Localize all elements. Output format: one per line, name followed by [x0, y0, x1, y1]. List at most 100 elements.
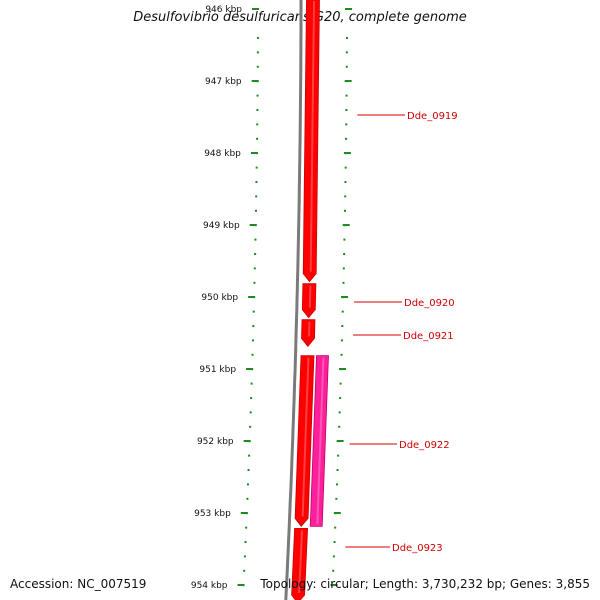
major-tick: [251, 80, 259, 82]
minor-tick: [335, 483, 338, 486]
gene-arrow-dde_0920: [301, 283, 317, 319]
minor-tick: [345, 109, 348, 111]
gene-arrow-dde_0922: [294, 355, 315, 528]
minor-tick: [333, 541, 336, 543]
minor-tick: [256, 123, 259, 126]
outer-minor-ticks: [331, 37, 348, 587]
minor-tick: [251, 353, 254, 356]
gene-arrow-dde_0919: [302, 0, 320, 283]
minor-tick: [336, 469, 339, 471]
minor-tick: [338, 411, 341, 414]
minor-tick: [345, 51, 348, 54]
minor-tick: [332, 555, 335, 558]
minor-tick: [251, 339, 254, 342]
minor-tick: [246, 483, 249, 486]
minor-tick: [342, 267, 345, 270]
minor-tick: [345, 123, 348, 126]
minor-tick: [340, 353, 343, 356]
tick-label: 947 kbp: [205, 77, 242, 87]
minor-tick: [249, 425, 252, 428]
minor-tick: [243, 555, 246, 558]
minor-tick: [345, 65, 348, 68]
major-tick: [248, 296, 256, 298]
minor-tick: [341, 310, 344, 313]
tick-label: 954 kbp: [191, 581, 228, 591]
minor-tick: [254, 209, 257, 212]
minor-tick: [249, 411, 252, 414]
major-tick: [250, 152, 258, 154]
tick-label: 952 kbp: [197, 437, 234, 447]
major-tick: [240, 512, 248, 514]
topology-text: Topology: circular; Length: 3,730,232 bp…: [260, 577, 590, 591]
minor-tick: [256, 137, 259, 140]
tick-label: 949 kbp: [203, 221, 240, 231]
minor-tick: [344, 181, 347, 183]
minor-tick: [343, 238, 346, 241]
minor-tick: [255, 181, 258, 183]
backbone-arc: [284, 0, 303, 600]
minor-tick: [256, 94, 259, 97]
minor-tick: [250, 382, 253, 385]
gene-sheen: [301, 357, 310, 517]
tick-label: 951 kbp: [199, 365, 236, 375]
gene-arrow-dde_0923: [291, 528, 309, 600]
major-ticks: 946 kbp 947 kbp 948 kbp 949 kbp 950 kbp 951 k…: [191, 5, 353, 591]
minor-tick: [256, 109, 259, 111]
gene-label-layer: Dde_0919 Dde_0920 Dde_0921 Dde_0922 Dde_0923: [345, 111, 458, 554]
minor-tick: [339, 397, 342, 399]
minor-tick: [334, 526, 337, 529]
gene-label-dde_0922: Dde_0922: [399, 440, 450, 451]
minor-tick: [345, 94, 348, 97]
minor-tick: [252, 325, 255, 327]
minor-tick: [256, 51, 259, 54]
gene-sheen: [309, 0, 316, 272]
minor-tick: [344, 166, 347, 169]
tick-label: 948 kbp: [204, 149, 241, 159]
major-tick: [246, 368, 254, 370]
tick-label: 950 kbp: [201, 293, 238, 303]
outer-major-tick: [339, 368, 347, 370]
minor-tick: [345, 37, 348, 39]
gene-sheen: [308, 285, 312, 308]
minor-tick: [244, 541, 247, 543]
minor-tick: [247, 469, 250, 471]
major-tick: [243, 440, 251, 442]
outer-major-tick: [341, 296, 349, 298]
minor-tick: [332, 569, 335, 572]
minor-tick: [254, 238, 257, 241]
minor-tick: [340, 339, 343, 342]
minor-tick: [345, 137, 348, 140]
major-tick: [237, 584, 245, 586]
minor-tick: [256, 37, 259, 39]
minor-tick: [254, 253, 257, 255]
minor-tick: [248, 454, 251, 457]
minor-tick: [342, 281, 345, 284]
minor-tick: [256, 65, 259, 68]
minor-tick: [337, 454, 340, 457]
outer-major-tick: [342, 224, 350, 226]
minor-tick: [343, 209, 346, 212]
minor-tick: [344, 195, 347, 198]
minor-tick: [343, 253, 346, 255]
major-tick: [252, 8, 260, 10]
inner-minor-ticks: [242, 37, 259, 587]
outer-major-tick: [344, 80, 352, 82]
outer-major-tick: [330, 584, 338, 586]
gene-label-dde_0923: Dde_0923: [392, 543, 443, 554]
minor-tick: [339, 382, 342, 385]
minor-tick: [243, 569, 246, 572]
gene-sheen: [316, 357, 325, 525]
minor-tick: [255, 195, 258, 198]
minor-tick: [341, 325, 344, 327]
gene-label-dde_0919: Dde_0919: [407, 111, 458, 122]
outer-major-tick: [336, 440, 344, 442]
major-tick: [249, 224, 257, 226]
minor-tick: [246, 497, 249, 500]
minor-tick: [245, 526, 248, 529]
minor-tick: [250, 397, 253, 399]
minor-tick: [253, 267, 256, 270]
gene-arrow-dde_0922: [309, 355, 329, 527]
minor-tick: [335, 497, 338, 500]
gene-label-dde_0920: Dde_0920: [404, 298, 455, 309]
